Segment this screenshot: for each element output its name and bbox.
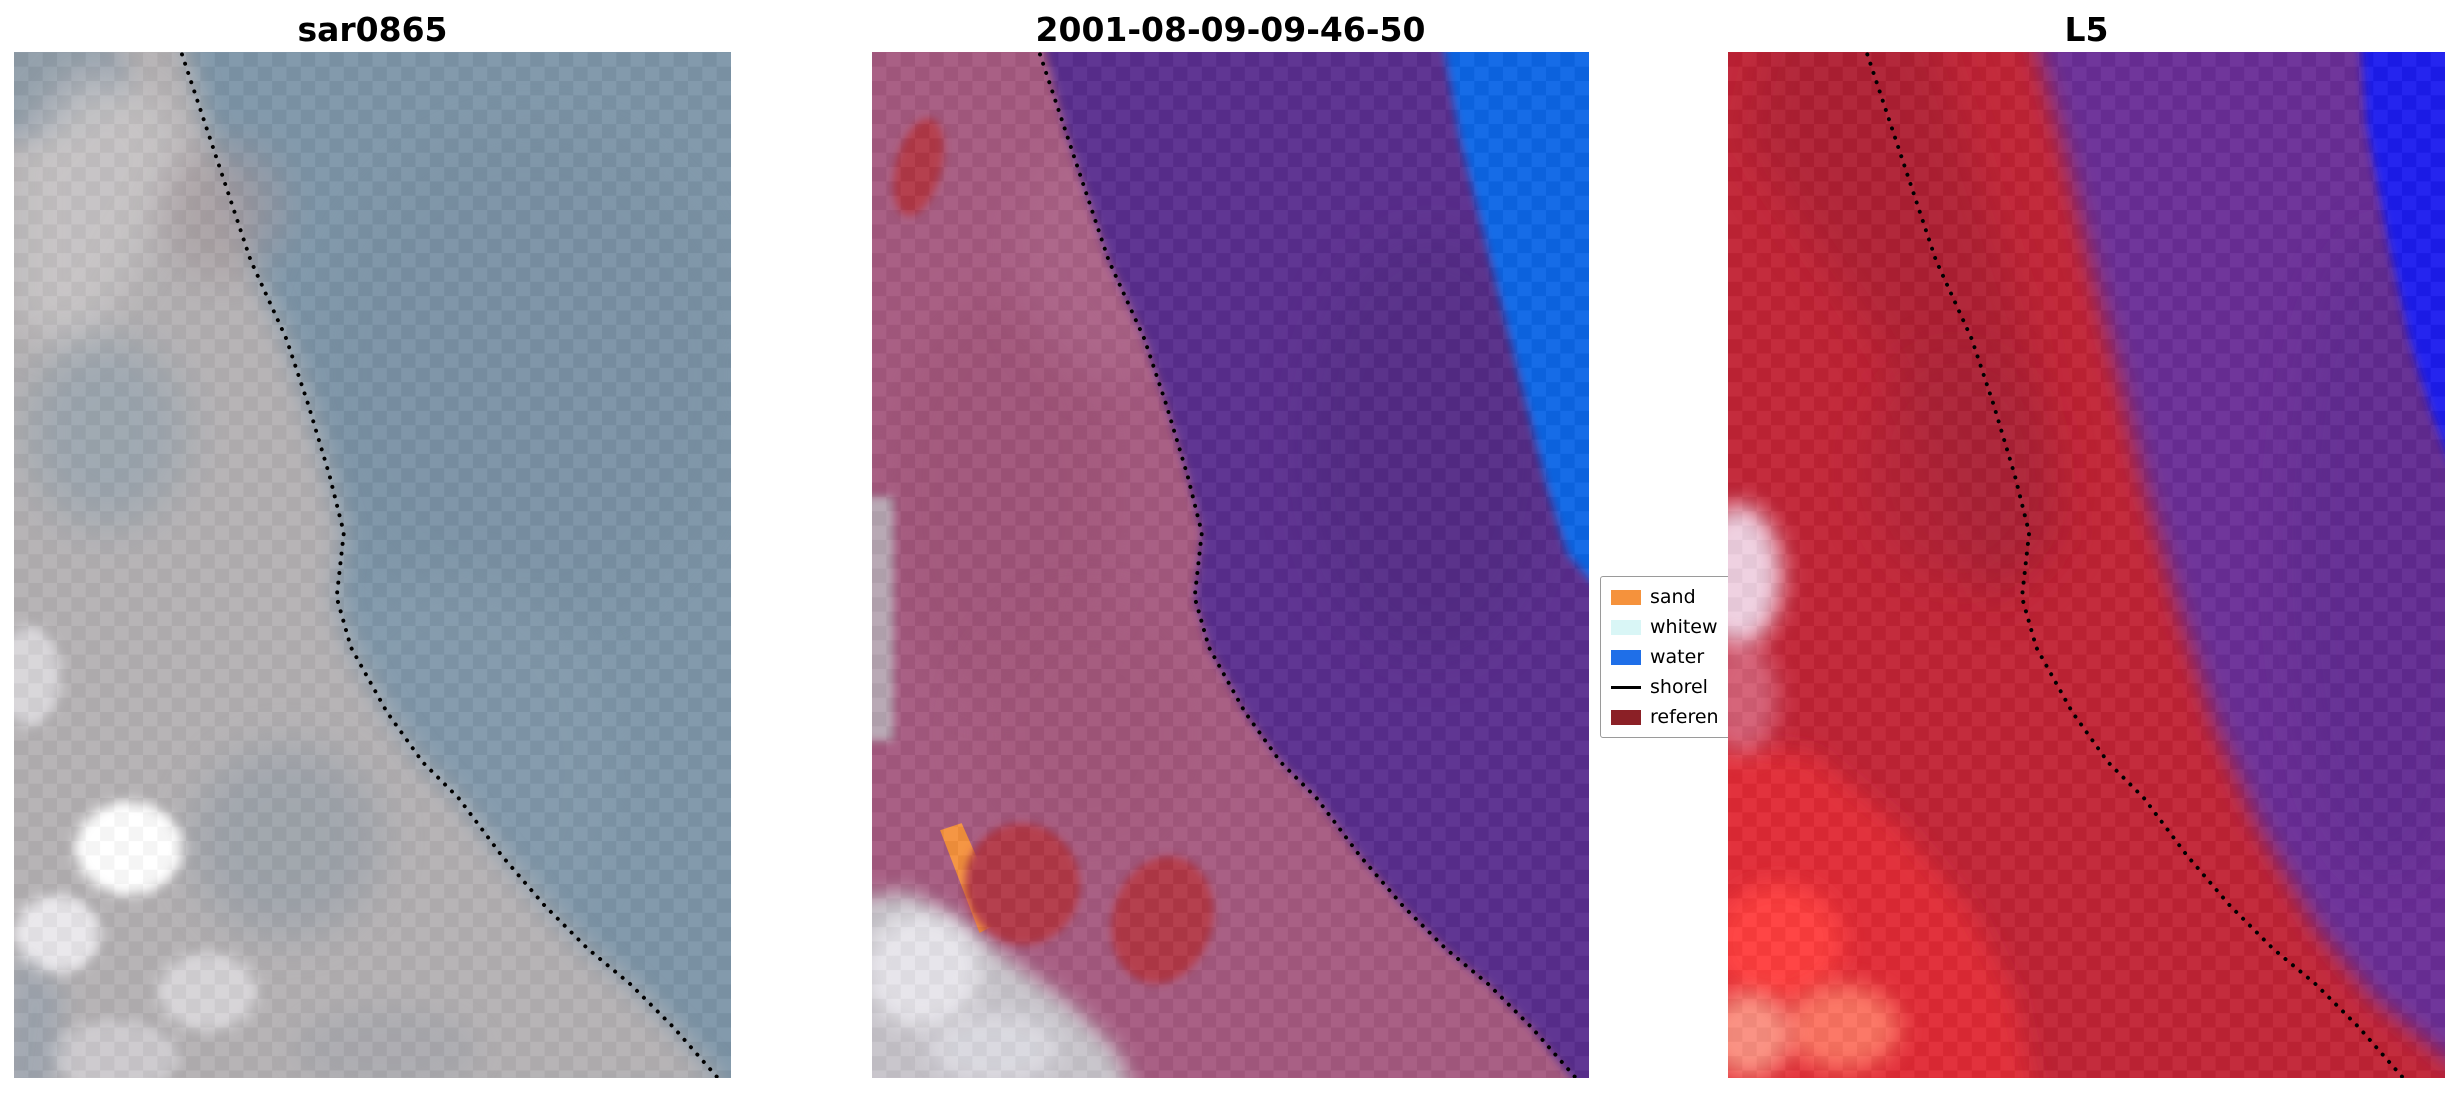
panel-classified: 2001-08-09-09-46-50 (872, 8, 1589, 1078)
legend-label: referen (1650, 706, 1719, 728)
legend-item-reference: referen (1611, 706, 1829, 728)
sar-image (14, 52, 731, 1078)
panel-sar0865: sar0865 (14, 8, 731, 1078)
panel-l5: L5 (1728, 8, 2445, 1078)
l5-image (1728, 52, 2445, 1078)
legend-item-whitewater: whitew (1611, 616, 1829, 638)
reference-swatch (1611, 709, 1641, 725)
sand-swatch (1611, 589, 1641, 605)
classified-image (872, 52, 1589, 1078)
panel-title: sar0865 (297, 10, 448, 49)
water-swatch (1611, 649, 1641, 665)
legend-item-sand: sand (1611, 586, 1829, 608)
panel-title: 2001-08-09-09-46-50 (1035, 10, 1426, 49)
legend-label: shorel (1650, 676, 1708, 698)
legend-item-water: water (1611, 646, 1829, 668)
legend-label: sand (1650, 586, 1696, 608)
legend-item-shoreline: shorel (1611, 676, 1829, 698)
whitewater-swatch (1611, 619, 1641, 635)
shoreline-line (1611, 685, 1641, 689)
legend-label: water (1650, 646, 1705, 668)
panel-title: L5 (2064, 10, 2109, 49)
legend-label: whitew (1650, 616, 1718, 638)
